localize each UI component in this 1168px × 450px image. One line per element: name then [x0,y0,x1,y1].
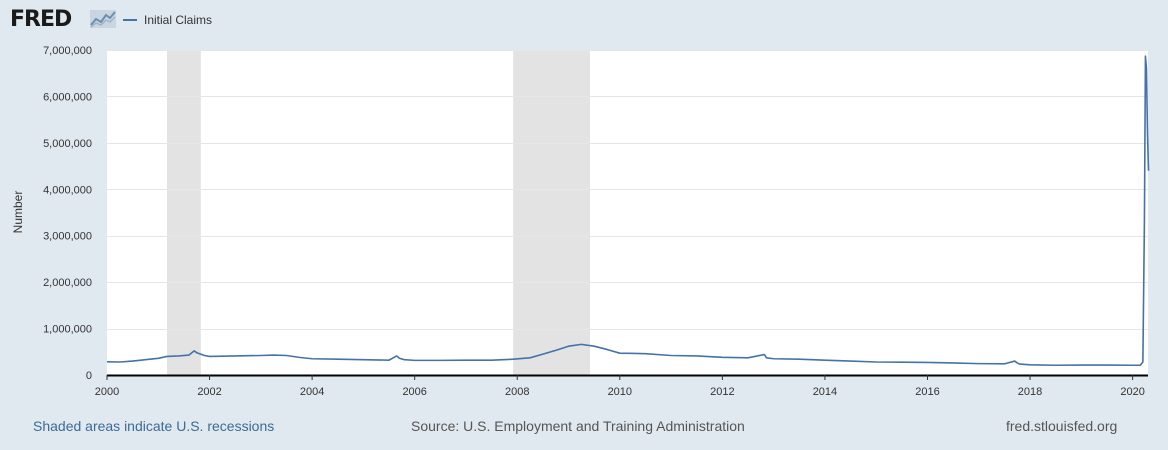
x-tick-label: 2008 [505,386,529,398]
x-tick-label: 2006 [402,386,426,398]
series-line-initial-claims[interactable] [106,55,1150,367]
source-note: Source: U.S. Employment and Training Adm… [411,418,745,434]
fred-graph-icon [90,10,116,28]
y-tick-label: 1,000,000 [43,324,92,336]
legend-swatch [123,18,137,21]
y-axis-title: Number [11,191,25,234]
fred-logo[interactable]: FRED [10,7,72,32]
x-axis-ticks: 2000 2002 2004 2006 2008 2010 2012 2014 2016 2018… [95,375,1145,398]
gridlines [107,50,1148,330]
y-tick-label: 6,000,000 [43,91,92,103]
y-tick-label: 5,000,000 [43,138,92,150]
chart-legend[interactable]: Initial Claims [123,12,212,27]
x-tick-label: 2010 [608,386,632,398]
site-link[interactable]: fred.stlouisfed.org [1006,418,1118,434]
recession-band-2 [513,50,591,375]
x-tick-label: 2002 [197,386,221,398]
y-axis-ticks: 0 1,000,000 2,000,000 3,000,000 4,000,000 5,0… [43,45,92,382]
x-tick-label: 2014 [813,386,837,398]
x-tick-label: 2000 [95,386,119,398]
y-tick-label: 3,000,000 [43,231,92,243]
legend-label: Initial Claims [144,12,213,27]
chart: 0 1,000,000 2,000,000 3,000,000 4,000,000 5,0… [11,45,1150,398]
x-tick-label: 2012 [710,386,734,398]
x-tick-label: 2016 [915,386,939,398]
x-tick-label: 2018 [1018,386,1042,398]
recession-bands [166,50,591,375]
recession-band-1 [166,50,201,375]
series-layer [106,55,1150,367]
recession-note: Shaded areas indicate U.S. recessions [33,418,275,434]
y-tick-label: 7,000,000 [43,45,92,57]
y-tick-label: 0 [86,370,92,382]
plot-area [107,50,1148,375]
x-tick-label: 2004 [300,386,324,398]
x-tick-label: 2020 [1120,386,1144,398]
y-tick-label: 2,000,000 [43,277,92,289]
y-tick-label: 4,000,000 [43,184,92,196]
